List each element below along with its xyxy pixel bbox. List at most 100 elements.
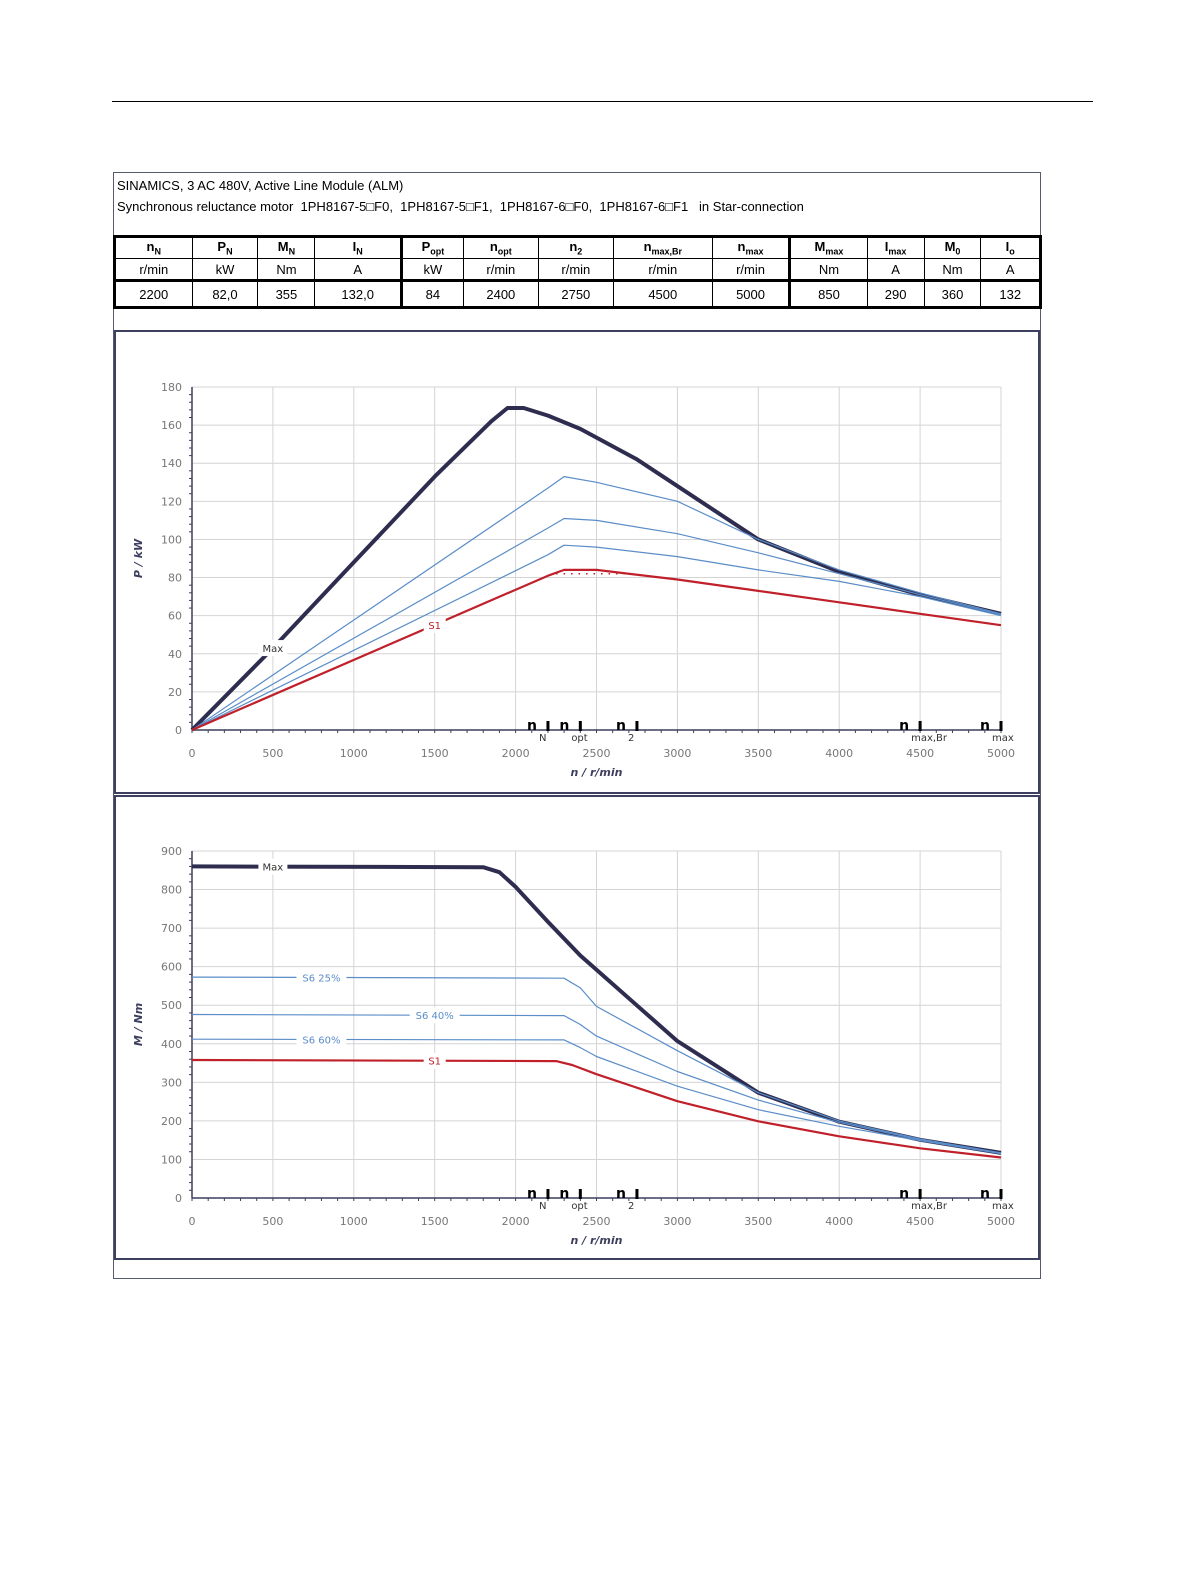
series-line-s6-1 (191, 476, 1002, 731)
datasheet-frame (113, 172, 1041, 1279)
y-tick-label: 100 (161, 1153, 182, 1166)
series-line-s6-2 (191, 517, 1002, 731)
series-label: S1 (428, 621, 441, 632)
header-symbol: M (814, 239, 826, 255)
value-cell: 82,0 (191, 279, 259, 308)
series-label-background (423, 616, 446, 633)
value-cell: 132 (980, 279, 1041, 308)
header-rule (112, 101, 1093, 102)
y-tick-label: 180 (161, 381, 182, 394)
column-header: PN (191, 236, 259, 259)
series-label: S1 (428, 1057, 441, 1068)
unit-cell: r/min (711, 258, 791, 281)
series-label: Max (263, 644, 284, 655)
header-subscript: opt (497, 246, 512, 257)
speed-marker-symbol: n (980, 718, 990, 734)
title-line-2: Synchronous reluctance motor 1PH8167-5□F… (117, 199, 804, 214)
y-tick-label: 100 (161, 533, 182, 546)
title-line-1: SINAMICS, 3 AC 480V, Active Line Module … (117, 178, 404, 193)
y-tick-label: 900 (161, 845, 182, 858)
series-line-s1 (191, 1058, 1002, 1159)
y-tick-label: 40 (168, 648, 182, 661)
speed-marker-subscript: 2 (628, 1201, 634, 1212)
series-label: S6 40% (416, 1011, 454, 1022)
series-label-background (423, 1052, 446, 1069)
y-tick-label: 120 (161, 495, 182, 508)
header-subscript: N (154, 246, 161, 257)
power-chart: 0 500 1000 1500 2000 2500 3000 3500 4000 4500 5000… (132, 381, 1015, 779)
header-symbol: M (944, 239, 956, 255)
y-tick-label: 700 (161, 922, 182, 935)
unit-cell: r/min (114, 258, 193, 281)
y-tick-label: 300 (161, 1076, 182, 1089)
x-tick-label: 4500 (906, 747, 934, 760)
y-tick-label: 500 (161, 999, 182, 1012)
header-subscript: o (1009, 246, 1015, 257)
series-line-s625 (191, 976, 1002, 1154)
x-tick-label: 4000 (825, 1215, 853, 1228)
x-tick-label: 3000 (663, 1215, 691, 1228)
unit-cell: Nm (923, 258, 982, 281)
torque-chart-panel: 0 500 1000 1500 2000 2500 3000 3500 4000 4500 5000… (114, 795, 1040, 1260)
x-tick-label: 500 (262, 747, 283, 760)
header-symbol: n (146, 239, 155, 255)
x-tick-label: 1500 (421, 1215, 449, 1228)
y-tick-label: 800 (161, 884, 182, 897)
speed-marker-subscript: opt (571, 733, 587, 744)
torque-chart: 0 500 1000 1500 2000 2500 3000 3500 4000 4500 5000… (132, 845, 1015, 1247)
column-header: n2 (537, 236, 614, 259)
x-tick-label: 0 (189, 1215, 196, 1228)
x-tick-label: 1000 (340, 747, 368, 760)
header-subscript: 0 (955, 246, 961, 257)
value-cell: 355 (257, 279, 316, 308)
unit-cell: A (314, 258, 402, 281)
speed-marker-subscript: max (992, 733, 1014, 744)
header-subscript: max (825, 246, 844, 257)
header-subscript: max,Br (651, 246, 683, 257)
series-line-s6-3 (191, 544, 1002, 731)
x-tick-label: 4000 (825, 747, 853, 760)
x-tick-label: 3500 (744, 1215, 772, 1228)
unit-cell: Nm (257, 258, 316, 281)
x-tick-label: 0 (189, 747, 196, 760)
header-symbol: I (884, 239, 889, 255)
series-label-background (258, 640, 288, 657)
x-tick-label: 5000 (987, 1215, 1015, 1228)
header-subscript: opt (430, 246, 445, 257)
series-label: Max (263, 863, 284, 874)
speed-marker-symbol: n (527, 718, 537, 734)
unit-cell: Nm (788, 258, 868, 281)
column-header: Mmax (788, 236, 868, 259)
speed-marker-symbol: n (527, 1186, 537, 1202)
header-subscript: N (356, 246, 363, 257)
x-tick-label: 2500 (583, 747, 611, 760)
speed-marker-subscript: max,Br (911, 733, 948, 744)
speed-marker-subscript: 2 (628, 733, 634, 744)
y-axis-label: P / kW (132, 538, 145, 578)
speed-marker-symbol: n (559, 1186, 569, 1202)
value-cell: 360 (923, 279, 982, 308)
unit-cell: kW (191, 258, 259, 281)
header-subscript: 2 (577, 246, 583, 257)
series-line-s1 (191, 568, 1002, 732)
x-tick-label: 3500 (744, 747, 772, 760)
speed-marker-symbol: n (616, 718, 626, 734)
speed-marker-subscript: max,Br (911, 1201, 948, 1212)
header-symbol: n (643, 239, 652, 255)
x-tick-label: 1000 (340, 1215, 368, 1228)
header-subscript: max (888, 246, 907, 257)
column-header: IN (314, 236, 402, 259)
header-symbol: n (569, 239, 578, 255)
header-symbol: n (489, 239, 498, 255)
x-tick-label: 3000 (663, 747, 691, 760)
column-header: nmax (711, 236, 791, 259)
header-subscript: N (288, 246, 296, 257)
header-symbol: I (352, 239, 357, 255)
speed-marker-subscript: max (992, 1201, 1014, 1212)
speed-marker-subscript: N (539, 733, 546, 744)
y-tick-label: 60 (168, 610, 182, 623)
y-tick-label: 140 (161, 457, 182, 470)
speed-marker-subscript: N (539, 1201, 546, 1212)
series-label-background (409, 1007, 460, 1024)
